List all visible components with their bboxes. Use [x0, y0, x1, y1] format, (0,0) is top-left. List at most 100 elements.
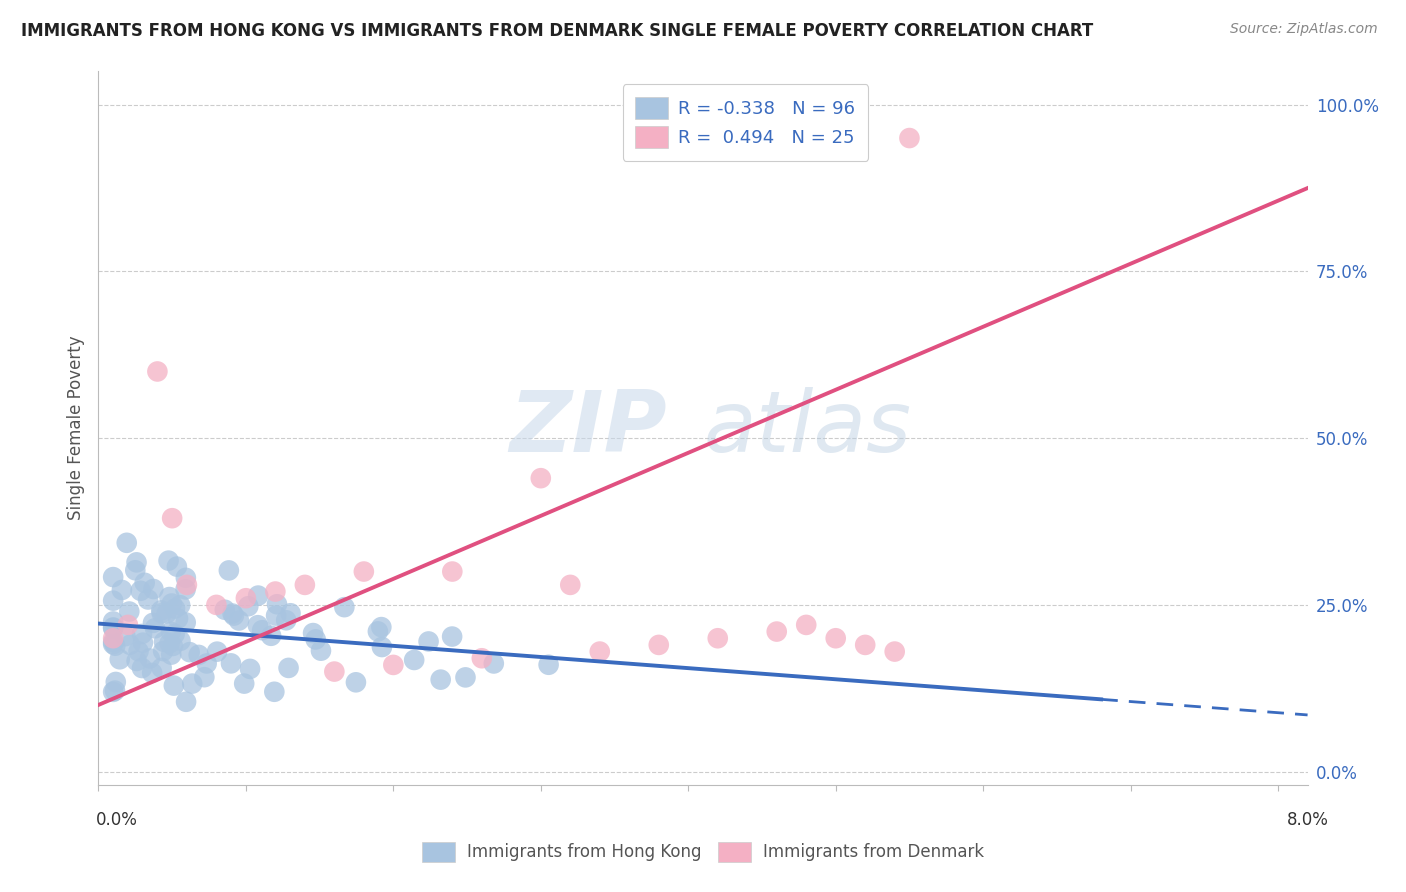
Point — [187, 648, 209, 662]
Point — [218, 563, 240, 577]
Point — [166, 559, 188, 574]
Point — [163, 679, 186, 693]
Point — [169, 633, 191, 648]
Point — [157, 590, 180, 604]
Point — [153, 635, 176, 649]
Point — [174, 571, 197, 585]
Point — [247, 589, 270, 603]
Point — [131, 627, 153, 641]
Point — [537, 657, 560, 672]
Point — [143, 621, 166, 635]
Point — [157, 554, 180, 568]
Point — [233, 676, 256, 690]
Legend: Immigrants from Hong Kong, Immigrants from Denmark: Immigrants from Hong Kong, Immigrants fr… — [413, 833, 993, 871]
Point — [101, 593, 124, 607]
Point — [101, 615, 124, 629]
Point — [454, 670, 477, 684]
Point — [277, 661, 299, 675]
Point — [125, 654, 148, 668]
Point — [280, 607, 302, 621]
Point — [239, 662, 262, 676]
Text: IMMIGRANTS FROM HONG KONG VS IMMIGRANTS FROM DENMARK SINGLE FEMALE POVERTY CORRE: IMMIGRANTS FROM HONG KONG VS IMMIGRANTS … — [21, 22, 1094, 40]
Point — [111, 582, 134, 597]
Point — [530, 471, 553, 485]
Point — [205, 598, 228, 612]
Point — [309, 643, 332, 657]
Point — [108, 652, 131, 666]
Point — [104, 683, 127, 698]
Point — [367, 624, 389, 639]
Point — [160, 624, 183, 639]
Point — [824, 632, 846, 646]
Point — [560, 578, 582, 592]
Point — [142, 615, 165, 630]
Point — [228, 614, 250, 628]
Point — [371, 640, 394, 654]
Point — [176, 578, 198, 592]
Point — [174, 695, 197, 709]
Point — [344, 675, 367, 690]
Point — [150, 606, 173, 620]
Point — [101, 635, 124, 649]
Point — [441, 630, 464, 644]
Point — [139, 651, 162, 665]
Point — [263, 685, 285, 699]
Point — [235, 591, 257, 606]
Point — [101, 621, 124, 635]
Point — [429, 673, 451, 687]
Point — [264, 584, 287, 599]
Point — [132, 635, 155, 649]
Point — [150, 661, 173, 675]
Point — [441, 565, 464, 579]
Point — [404, 653, 426, 667]
Point — [238, 599, 260, 614]
Point — [471, 651, 494, 665]
Point — [221, 607, 243, 621]
Point — [124, 563, 146, 577]
Point — [101, 685, 124, 699]
Y-axis label: Single Female Poverty: Single Female Poverty — [66, 336, 84, 520]
Point — [246, 618, 269, 632]
Point — [125, 555, 148, 569]
Point — [114, 629, 136, 643]
Point — [323, 665, 346, 679]
Point — [117, 618, 139, 632]
Point — [160, 648, 183, 662]
Point — [179, 645, 201, 659]
Point — [129, 583, 152, 598]
Point — [222, 608, 245, 623]
Point — [167, 611, 190, 625]
Point — [160, 597, 183, 611]
Text: 0.0%: 0.0% — [96, 811, 138, 829]
Legend: R = -0.338   N = 96, R =  0.494   N = 25: R = -0.338 N = 96, R = 0.494 N = 25 — [623, 84, 868, 161]
Point — [141, 665, 163, 680]
Point — [101, 570, 124, 584]
Point — [260, 629, 283, 643]
Point — [101, 637, 124, 651]
Point — [370, 620, 392, 634]
Point — [104, 639, 127, 653]
Point — [205, 645, 228, 659]
Point — [115, 536, 138, 550]
Point — [134, 575, 156, 590]
Point — [883, 644, 905, 658]
Point — [266, 597, 288, 611]
Text: ZIP: ZIP — [509, 386, 666, 470]
Point — [101, 620, 124, 634]
Point — [174, 582, 197, 597]
Point — [159, 636, 181, 650]
Point — [163, 601, 186, 615]
Point — [118, 638, 141, 652]
Point — [305, 632, 328, 647]
Point — [706, 632, 728, 646]
Point — [219, 657, 242, 671]
Point — [163, 627, 186, 641]
Point — [333, 600, 356, 615]
Point — [589, 644, 612, 658]
Point — [146, 364, 169, 378]
Point — [353, 565, 375, 579]
Point — [294, 578, 316, 592]
Point — [195, 657, 218, 671]
Point — [853, 638, 876, 652]
Point — [302, 626, 325, 640]
